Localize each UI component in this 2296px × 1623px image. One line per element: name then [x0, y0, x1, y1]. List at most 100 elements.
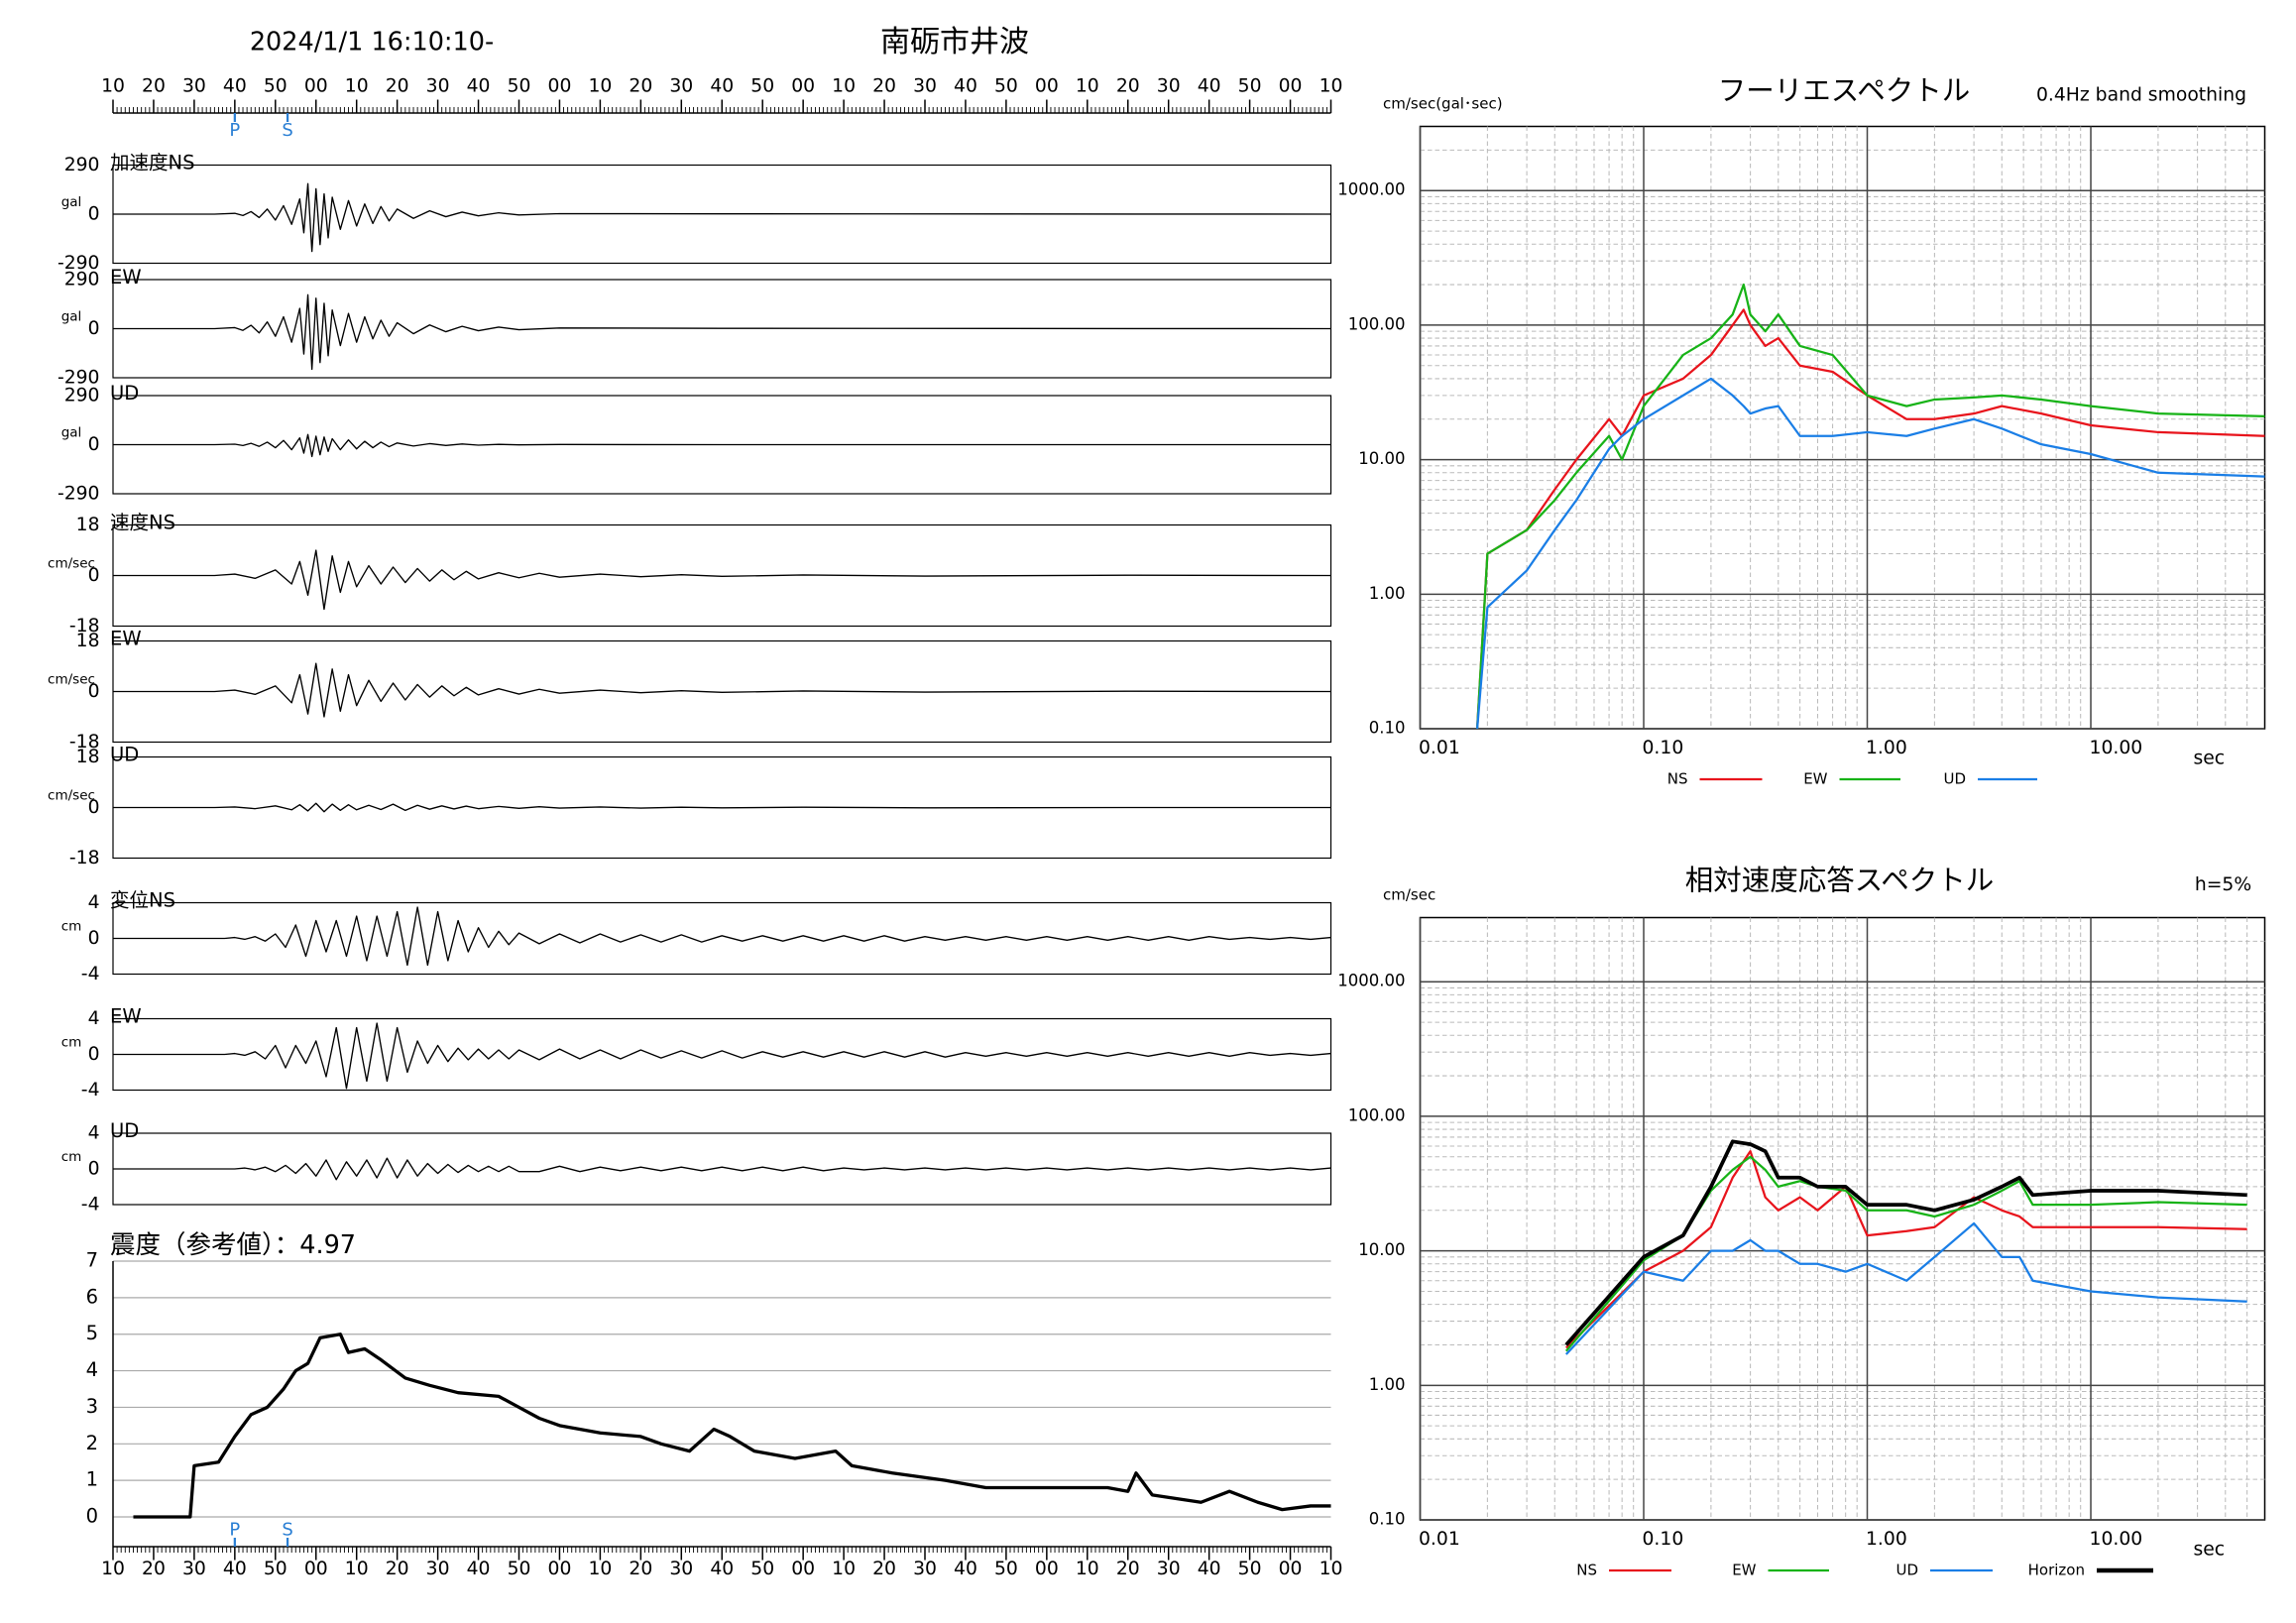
- legend-label: UD: [1895, 1562, 1918, 1579]
- legend-label: EW: [1803, 770, 1827, 788]
- y-tick-label: -290: [57, 368, 100, 389]
- time-tick-label: 40: [710, 1559, 734, 1579]
- time-tick-label: 20: [386, 1559, 409, 1579]
- y-tick-label: 0: [88, 434, 100, 455]
- chart-title: 相対速度応答スペクトル: [1685, 865, 1995, 897]
- x-tick-label: 10.00: [2090, 1529, 2143, 1550]
- time-tick-label: 50: [508, 76, 531, 97]
- time-tick-label: 40: [954, 76, 977, 97]
- time-tick-label: 20: [142, 1559, 166, 1579]
- y-tick-label: 0: [88, 928, 100, 949]
- time-tick-label: 20: [1116, 76, 1140, 97]
- panel-label: EW: [110, 628, 142, 650]
- time-tick-label: 00: [791, 76, 815, 97]
- chart-subtitle: 0.4Hz band smoothing: [2036, 85, 2246, 106]
- unit-label: gal: [61, 309, 82, 325]
- y-tick-label: 0: [88, 318, 100, 339]
- y-tick-label: 0.10: [1369, 1510, 1406, 1529]
- time-tick-label: 40: [223, 1559, 247, 1579]
- time-tick-label: 00: [548, 1559, 572, 1579]
- time-tick-label: 50: [264, 76, 287, 97]
- unit-label: cm: [61, 1149, 82, 1165]
- time-tick-label: 30: [182, 76, 206, 97]
- panel-label: EW: [110, 1005, 142, 1028]
- time-tick-label: 20: [872, 76, 896, 97]
- legend-label: NS: [1667, 770, 1688, 788]
- waveform-trace: [113, 182, 1331, 253]
- time-tick-label: 10: [1320, 1559, 1343, 1579]
- time-tick-label: 10: [832, 76, 856, 97]
- y-tick-label: 0: [88, 204, 100, 225]
- plot-frame: [1419, 125, 2266, 730]
- y-tick-label: 0: [88, 797, 100, 818]
- y-tick-label: 1000.00: [1337, 972, 1405, 990]
- y-tick-label: 10.00: [1358, 449, 1405, 468]
- panel-label: 速度NS: [110, 512, 175, 534]
- time-tick-label: 10: [1320, 76, 1343, 97]
- time-tick-label: 50: [994, 76, 1018, 97]
- time-tick-label: 50: [994, 1559, 1018, 1579]
- y-tick-label: -4: [81, 964, 100, 985]
- panel-label: UD: [110, 382, 139, 405]
- y-tick-label: -18: [69, 616, 100, 637]
- panel-label: EW: [110, 266, 142, 289]
- y-tick-label: 1.00: [1369, 584, 1406, 603]
- record-time: 2024/1/1 16:10:10-: [250, 28, 494, 58]
- y-tick-label: -18: [69, 732, 100, 753]
- time-tick-label: 00: [1279, 76, 1303, 97]
- y-tick-label: 4: [86, 1358, 98, 1381]
- waveform-trace: [113, 433, 1331, 458]
- waveform-trace: [113, 549, 1331, 611]
- y-tick-label: 290: [64, 155, 100, 175]
- phase-marker-label: P: [229, 120, 240, 141]
- time-tick-label: 10: [345, 76, 369, 97]
- unit-label: cm: [61, 919, 82, 935]
- panel-label: UD: [110, 744, 139, 766]
- legend-label: EW: [1732, 1562, 1756, 1579]
- x-tick-label: 1.00: [1866, 738, 1907, 758]
- time-tick-label: 10: [1076, 76, 1099, 97]
- time-tick-label: 40: [954, 1559, 977, 1579]
- phase-marker-label: S: [282, 120, 292, 141]
- y-tick-label: -290: [57, 253, 100, 274]
- y-tick-label: 7: [86, 1249, 98, 1272]
- y-tick-label: 0: [86, 1505, 98, 1528]
- time-tick-label: 50: [750, 1559, 774, 1579]
- waveform-trace: [113, 293, 1331, 371]
- y-tick-label: 4: [88, 1123, 100, 1144]
- y-tick-label: 290: [64, 270, 100, 290]
- time-tick-label: 10: [101, 76, 125, 97]
- x-tick-label: 0.01: [1419, 1529, 1460, 1550]
- time-tick-label: 40: [223, 76, 247, 97]
- y-tick-label: 4: [88, 892, 100, 913]
- y-tick-label: -4: [81, 1080, 100, 1101]
- unit-label: gal: [61, 194, 82, 210]
- time-tick-label: 50: [508, 1559, 531, 1579]
- plot-frame: [1419, 916, 2266, 1521]
- unit-label: cm: [61, 1035, 82, 1051]
- y-tick-label: 6: [86, 1285, 98, 1308]
- time-tick-label: 40: [467, 1559, 491, 1579]
- time-tick-label: 20: [142, 76, 166, 97]
- unit-label: cm/sec: [48, 556, 95, 572]
- x-tick-label: 0.10: [1643, 738, 1684, 758]
- time-tick-label: 10: [1076, 1559, 1099, 1579]
- y-tick-label: 100.00: [1348, 1105, 1406, 1124]
- y-tick-label: 1000.00: [1337, 180, 1405, 199]
- time-tick-label: 30: [1157, 76, 1181, 97]
- time-tick-label: 30: [1157, 1559, 1181, 1579]
- time-tick-label: 20: [386, 76, 409, 97]
- y-tick-label: 18: [76, 515, 100, 535]
- legend-label: Horizon: [2028, 1562, 2085, 1579]
- time-tick-label: 30: [426, 1559, 450, 1579]
- time-tick-label: 10: [832, 1559, 856, 1579]
- time-tick-label: 40: [710, 76, 734, 97]
- x-axis-label: sec: [2194, 749, 2226, 769]
- waveform-trace: [113, 802, 1331, 813]
- y-tick-label: 3: [86, 1395, 98, 1418]
- y-tick-label: 18: [76, 747, 100, 767]
- time-tick-label: 30: [669, 1559, 693, 1579]
- y-tick-label: 1: [86, 1468, 98, 1491]
